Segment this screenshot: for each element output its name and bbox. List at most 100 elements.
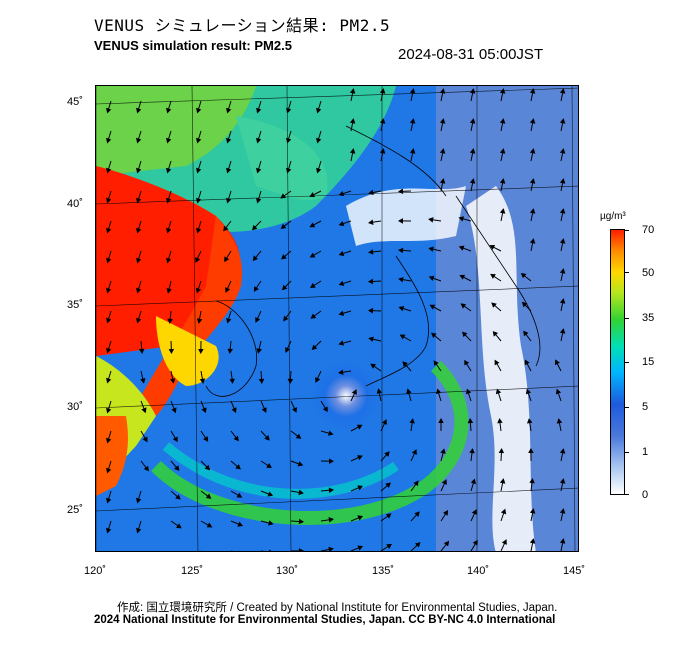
wind-arrow-head bbox=[469, 88, 476, 94]
wind-arrow-head bbox=[166, 227, 172, 234]
wind-arrow-head bbox=[402, 361, 408, 367]
colorbar-mark bbox=[625, 452, 629, 453]
wind-arrow-head bbox=[281, 284, 288, 291]
wind-arrow-head bbox=[559, 178, 566, 184]
colorbar-mark bbox=[625, 407, 629, 408]
lat-label-40: 40˚ bbox=[67, 198, 83, 210]
lon-label-130: 130˚ bbox=[276, 565, 299, 577]
wind-arrow-head bbox=[286, 137, 292, 144]
wind-arrow-head bbox=[199, 378, 206, 384]
wind-arrow-head bbox=[338, 310, 345, 316]
wind-arrow-head bbox=[526, 418, 533, 424]
wind-arrow-head bbox=[166, 167, 172, 174]
wind-arrow-head bbox=[367, 278, 374, 285]
wind-arrow-head bbox=[436, 388, 442, 395]
wind-arrow-head bbox=[136, 527, 142, 534]
wind-arrow-head bbox=[357, 545, 364, 551]
wind-arrow bbox=[261, 550, 265, 551]
wind-arrow-head bbox=[136, 317, 142, 324]
wind-arrow-head bbox=[136, 197, 142, 204]
wind-arrow-head bbox=[287, 378, 294, 385]
wind-arrow-head bbox=[338, 369, 344, 375]
wind-arrow-head bbox=[559, 538, 566, 544]
wind-arrow-head bbox=[555, 388, 562, 395]
wind-arrow-head bbox=[338, 190, 345, 197]
wind-arrow-head bbox=[492, 331, 499, 337]
wind-arrow-head bbox=[439, 148, 446, 154]
wind-arrow-head bbox=[523, 330, 529, 337]
wind-arrow-head bbox=[264, 435, 270, 441]
colorbar-tick-15: 15 bbox=[642, 356, 655, 368]
wind-arrow-head bbox=[441, 479, 447, 485]
wind-arrow-head bbox=[316, 107, 322, 114]
wind-arrow-head bbox=[385, 482, 392, 488]
wind-arrow-head bbox=[529, 508, 536, 514]
wind-arrow-head bbox=[414, 511, 420, 517]
map-canvas bbox=[96, 86, 578, 551]
wind-arrow bbox=[170, 550, 171, 551]
wind-arrow-head bbox=[443, 540, 450, 547]
wind-arrow-head bbox=[310, 282, 316, 288]
wind-arrow-head bbox=[559, 148, 566, 154]
wind-arrow-head bbox=[499, 118, 506, 124]
wind-arrow-head bbox=[397, 188, 404, 195]
pm25-map bbox=[95, 85, 579, 552]
wind-arrow-head bbox=[226, 167, 232, 174]
wind-arrow-head bbox=[529, 208, 536, 214]
wind-arrow-head bbox=[428, 275, 435, 281]
colorbar-tick-5: 5 bbox=[642, 401, 649, 413]
wind-arrow-head bbox=[521, 301, 528, 308]
lon-label-125: 125˚ bbox=[181, 565, 204, 577]
wind-arrow-head bbox=[409, 418, 415, 424]
wind-arrow-head bbox=[409, 88, 416, 94]
wind-arrow-head bbox=[136, 257, 142, 264]
wind-arrow-head bbox=[225, 287, 231, 293]
wind-arrow-head bbox=[256, 348, 262, 354]
wind-arrow-head bbox=[469, 178, 476, 184]
wind-arrow-head bbox=[411, 449, 417, 455]
colorbar-mark bbox=[625, 318, 629, 319]
wind-arrow-head bbox=[327, 430, 334, 436]
wind-arrow-head bbox=[176, 523, 182, 529]
wind-arrow-head bbox=[529, 178, 536, 184]
wind-arrow-head bbox=[472, 539, 478, 546]
wind-arrow-head bbox=[201, 407, 207, 414]
wind-arrow-head bbox=[136, 167, 142, 174]
wind-arrow-head bbox=[398, 276, 404, 283]
wind-arrow-head bbox=[367, 307, 374, 314]
wind-arrow-head bbox=[175, 494, 181, 500]
wind-arrow-head bbox=[251, 224, 258, 231]
wind-arrow-head bbox=[106, 377, 112, 384]
wind-arrow-head bbox=[559, 238, 566, 244]
wind-arrow-head bbox=[528, 447, 534, 453]
colorbar-mark bbox=[625, 362, 629, 363]
wind-arrow-head bbox=[226, 197, 232, 204]
wind-arrow-head bbox=[106, 137, 112, 144]
wind-arrow-head bbox=[229, 378, 235, 384]
wind-arrow-head bbox=[338, 250, 345, 257]
wind-arrow-head bbox=[356, 424, 363, 430]
wind-arrow-head bbox=[167, 318, 173, 324]
wind-arrow-head bbox=[529, 478, 535, 484]
colorbar-unit: µg/m³ bbox=[600, 211, 626, 222]
wind-arrow-head bbox=[169, 378, 176, 384]
wind-arrow-head bbox=[559, 478, 566, 484]
wind-arrow-head bbox=[559, 268, 566, 274]
wind-arrow-head bbox=[198, 349, 204, 355]
wind-arrow-head bbox=[520, 272, 527, 279]
wind-arrow-head bbox=[227, 348, 234, 354]
wind-arrow-head bbox=[136, 227, 142, 234]
wind-arrow-head bbox=[349, 148, 356, 154]
wind-arrow-head bbox=[469, 118, 476, 124]
colorbar-tick-35: 35 bbox=[642, 312, 655, 324]
wind-arrow-head bbox=[311, 344, 318, 351]
wind-arrow-head bbox=[465, 388, 472, 395]
lat-label-25: 25˚ bbox=[67, 504, 83, 516]
wind-arrow-head bbox=[309, 252, 316, 258]
wind-arrow-head bbox=[467, 417, 474, 424]
wind-arrow-head bbox=[286, 107, 292, 114]
wind-arrow-head bbox=[256, 107, 262, 114]
colorbar-mark bbox=[625, 494, 629, 495]
wind-arrow-head bbox=[529, 88, 536, 94]
wind-arrow-head bbox=[489, 244, 496, 250]
